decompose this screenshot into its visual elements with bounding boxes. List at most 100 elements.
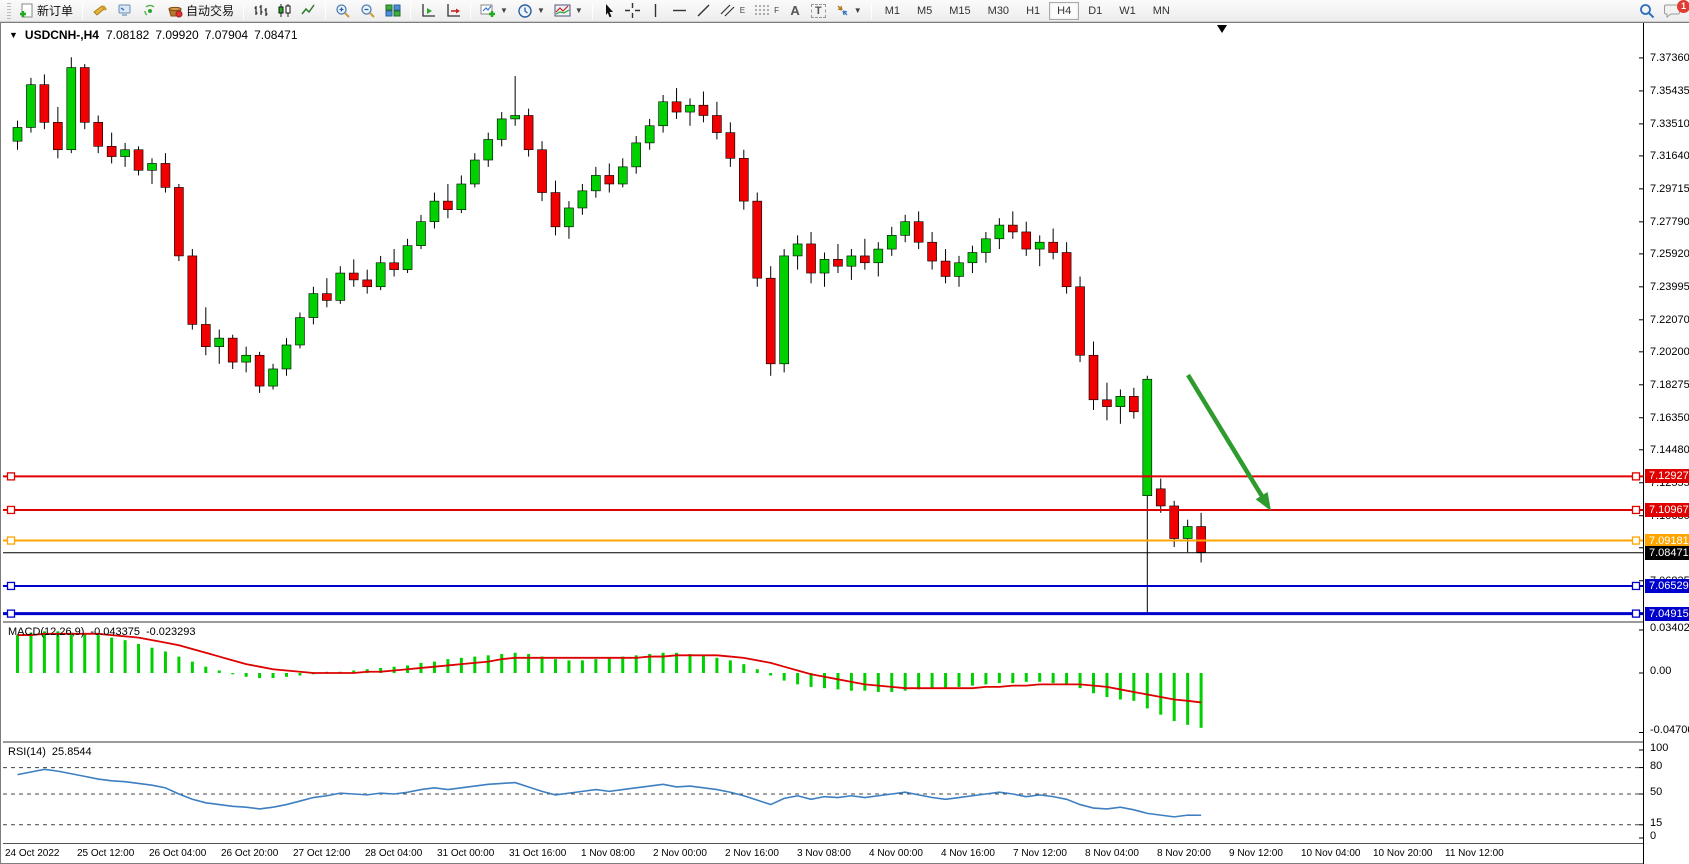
crosshair-tool-button[interactable] xyxy=(621,1,644,21)
text-tool-button[interactable]: A xyxy=(784,1,806,21)
macd-label: MACD(12,26,9) -0.043375 -0.023293 xyxy=(8,626,196,638)
signals-button[interactable] xyxy=(138,1,162,21)
periods-button[interactable]: ▼ xyxy=(513,1,549,21)
trend-arrow-head[interactable] xyxy=(1255,491,1271,511)
chat-button[interactable]: 1 xyxy=(1660,0,1689,21)
bearish-candle xyxy=(738,157,749,202)
bar-chart-icon xyxy=(253,3,268,18)
bar-chart-button[interactable] xyxy=(249,1,272,21)
line-handle[interactable] xyxy=(6,609,16,618)
line-chart-button[interactable] xyxy=(297,1,320,21)
arrows-tool-button[interactable]: ▼ xyxy=(831,1,866,21)
line-handle[interactable] xyxy=(1631,505,1641,515)
candlestick-chart[interactable] xyxy=(3,23,1643,619)
toolbar-separator xyxy=(870,2,872,19)
bullish-candle xyxy=(335,272,346,301)
autotrading-label: 自动交易 xyxy=(186,4,235,18)
autoscroll-button[interactable] xyxy=(416,1,440,21)
timeframe-m30-button[interactable]: M30 xyxy=(980,2,1017,20)
timeframe-w1-button[interactable]: W1 xyxy=(1111,2,1144,20)
price-line-badge: 7.08471 xyxy=(1645,545,1689,560)
timeframe-mn-button[interactable]: MN xyxy=(1145,2,1178,20)
bullish-candle xyxy=(268,368,278,387)
time-axis-label: 24 Oct 2022 xyxy=(5,848,60,859)
indicators-button[interactable]: ▼ xyxy=(476,1,512,21)
zoom-out-button[interactable] xyxy=(356,1,380,21)
rsi-name: RSI(14) xyxy=(8,746,46,758)
cursor-tool-button[interactable] xyxy=(598,1,620,21)
search-button[interactable] xyxy=(1635,1,1659,21)
rsi-pane[interactable]: RSI(14) 25.8544 xyxy=(3,741,1643,841)
horizontal-line-icon xyxy=(672,4,687,17)
macd-chart[interactable] xyxy=(3,623,1643,738)
autotrading-button[interactable]: 自动交易 xyxy=(163,1,238,21)
bullish-candle xyxy=(416,221,426,246)
bullish-candle xyxy=(66,67,77,151)
line-handle[interactable] xyxy=(6,472,16,481)
templates-button[interactable]: ▼ xyxy=(550,1,587,21)
macd-pane[interactable]: MACD(12,26,9) -0.043375 -0.023293 xyxy=(3,621,1643,738)
cursor-icon xyxy=(602,3,616,18)
trend-arrow-shaft[interactable] xyxy=(1186,373,1268,504)
chart-shift-button[interactable] xyxy=(441,1,465,21)
arrows-tool-icon xyxy=(835,3,850,18)
time-axis-label: 4 Nov 16:00 xyxy=(941,848,995,859)
price-axis-label: -0.047061 xyxy=(1650,724,1689,737)
rsi-line xyxy=(17,768,1202,818)
line-handle[interactable] xyxy=(6,505,16,515)
time-axis-label: 26 Oct 04:00 xyxy=(149,848,207,859)
fibonacci-tool-button[interactable]: F xyxy=(750,1,783,21)
line-handle[interactable] xyxy=(1631,609,1641,618)
candlestick-chart-button[interactable] xyxy=(273,1,296,21)
main-chart-pane[interactable] xyxy=(3,23,1643,619)
bullish-candle xyxy=(779,255,789,365)
timeframe-m1-button[interactable]: M1 xyxy=(877,2,908,20)
rsi-chart[interactable] xyxy=(3,743,1643,841)
bullish-candle xyxy=(886,235,897,250)
timeframe-label: M1 xyxy=(884,4,900,17)
signal-icon xyxy=(142,3,158,18)
trendline-tool-button[interactable] xyxy=(692,1,715,21)
bearish-candle xyxy=(940,260,951,277)
timeframe-label: MN xyxy=(1152,4,1170,17)
price-axis[interactable]: 7.37360 7.35435 7.33510 7.31640 7.29715 7.277… xyxy=(1643,23,1689,864)
tile-windows-button[interactable] xyxy=(381,1,405,21)
time-axis[interactable]: 24 Oct 2022 25 Oct 12:00 26 Oct 04:00 26 Oc… xyxy=(3,843,1643,863)
bullish-candle xyxy=(1034,241,1045,250)
timeframe-h4-button[interactable]: H4 xyxy=(1049,1,1080,20)
price-axis-label: 7.37360 xyxy=(1650,51,1689,64)
terminal-button[interactable] xyxy=(113,1,137,21)
timeframe-d1-button[interactable]: D1 xyxy=(1080,2,1110,20)
line-chart-icon xyxy=(301,3,316,18)
autotrading-icon xyxy=(167,3,183,18)
line-handle[interactable] xyxy=(1631,536,1641,545)
price-axis-label: 7.18275 xyxy=(1650,378,1689,391)
price-axis-label: 50 xyxy=(1650,786,1663,798)
zoom-in-button[interactable] xyxy=(331,1,355,21)
line-handle[interactable] xyxy=(1631,472,1641,481)
line-handle[interactable] xyxy=(6,536,16,545)
bearish-candle xyxy=(1088,354,1099,401)
bearish-candle xyxy=(389,262,399,270)
chart-title-bar[interactable]: ▼ USDCNH-,H4 7.08182 7.09920 7.07904 7.0… xyxy=(9,28,298,42)
bullish-candle xyxy=(214,337,225,347)
line-handle[interactable] xyxy=(6,581,16,591)
bearish-candle xyxy=(725,132,736,159)
line-handle[interactable] xyxy=(1631,581,1641,591)
metaeditor-button[interactable] xyxy=(88,1,112,21)
bearish-candle xyxy=(348,272,359,281)
bearish-candle xyxy=(201,324,211,347)
timeframe-m15-button[interactable]: M15 xyxy=(941,2,978,20)
timeframe-h1-button[interactable]: H1 xyxy=(1018,2,1048,20)
toolbar: 新订单 自动交易 xyxy=(0,0,1689,22)
horizontal-line-tool-button[interactable] xyxy=(668,1,691,21)
text-label-tool-button[interactable]: T xyxy=(807,1,830,21)
bullish-candle xyxy=(846,255,857,267)
new-order-button[interactable]: 新订单 xyxy=(15,1,77,21)
equidistant-channel-tool-button[interactable]: E xyxy=(716,1,749,21)
toolbar-grip[interactable] xyxy=(7,2,11,19)
timeframe-m5-button[interactable]: M5 xyxy=(909,2,940,20)
bearish-candle xyxy=(174,187,184,257)
vertical-line-tool-button[interactable] xyxy=(645,1,667,21)
